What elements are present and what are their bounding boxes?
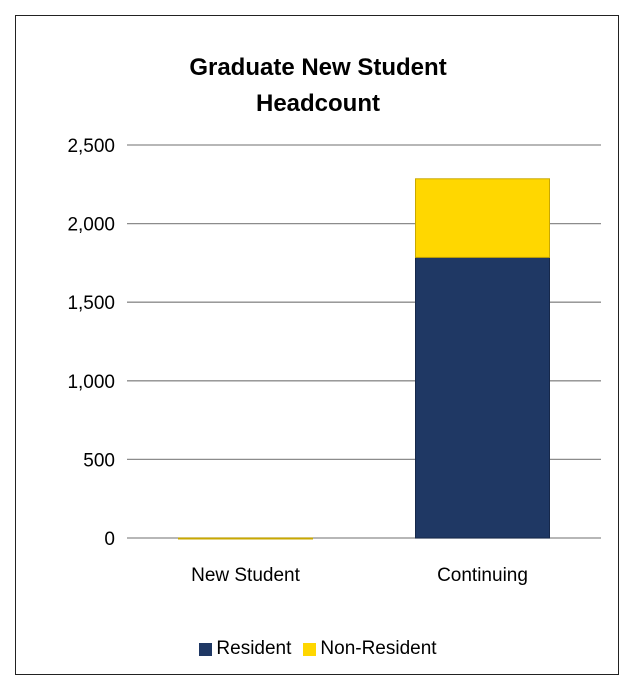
y-tick-label: 500 bbox=[83, 450, 115, 471]
chart-frame: Graduate New Student Headcount 0 500 1,000… bbox=[15, 15, 619, 675]
bar-non-resident-continuing bbox=[415, 178, 550, 258]
y-tick-label: 2,500 bbox=[67, 136, 115, 157]
x-tick-label: New Student bbox=[191, 565, 301, 586]
chart-plot: 0 500 1,000 1,500 2,000 2,500 New Student Conti… bbox=[67, 136, 601, 586]
chart-legend: Resident Non-Resident bbox=[16, 638, 620, 660]
legend-label-resident: Resident bbox=[216, 638, 292, 659]
x-tick-label: Continuing bbox=[437, 565, 528, 586]
chart-title-line-1: Graduate New Student bbox=[189, 54, 447, 81]
legend-item-resident: Resident bbox=[199, 638, 291, 660]
bar-non-resident-new-student bbox=[178, 537, 313, 540]
y-tick-label: 2,000 bbox=[67, 215, 115, 236]
chart-title: Graduate New Student Headcount bbox=[16, 50, 620, 122]
legend-item-non-resident: Non-Resident bbox=[303, 638, 437, 660]
y-tick-label: 1,000 bbox=[67, 372, 115, 393]
chart-title-line-2: Headcount bbox=[255, 90, 380, 117]
legend-swatch-resident bbox=[199, 642, 213, 656]
y-tick-label: 0 bbox=[104, 529, 115, 550]
y-tick-label: 1,500 bbox=[67, 293, 115, 314]
bar-resident-continuing bbox=[415, 256, 550, 539]
legend-label-non-resident: Non-Resident bbox=[320, 638, 437, 659]
legend-swatch-non-resident bbox=[303, 642, 317, 656]
